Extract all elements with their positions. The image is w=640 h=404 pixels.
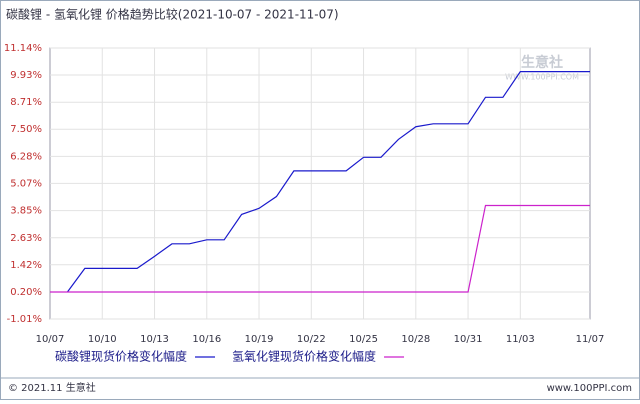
x-tick-label: 10/31 [454, 334, 483, 345]
x-tick-label: 11/07 [576, 334, 605, 345]
y-tick-label: 9.93% [10, 70, 42, 81]
y-tick-label: 6.28% [10, 151, 42, 162]
y-tick-label: 11.14% [4, 43, 42, 54]
y-tick-label: 2.63% [10, 233, 42, 244]
x-tick-label: 10/22 [297, 334, 326, 345]
y-tick-label: 3.85% [10, 206, 42, 217]
y-tick-label: 7.50% [10, 124, 42, 135]
x-tick-label: 10/28 [401, 334, 430, 345]
watermark-name: 生意社 [521, 54, 563, 71]
y-tick-label: -1.01% [7, 314, 42, 325]
y-tick-label: 1.42% [10, 260, 42, 271]
x-tick-label: 10/13 [140, 334, 169, 345]
x-tick-label: 10/10 [88, 334, 117, 345]
legend-label: 氢氧化锂现货价格变化幅度 [232, 349, 376, 364]
chart-title: 碳酸锂 - 氢氧化锂 价格趋势比较(2021-10-07 - 2021-11-0… [6, 7, 339, 22]
x-tick-label: 11/03 [506, 334, 535, 345]
y-tick-label: 0.20% [10, 287, 42, 298]
y-tick-label: 8.71% [10, 97, 42, 108]
x-tick-label: 10/25 [349, 334, 378, 345]
footer-copyright: © 2021.11 生意社 [8, 381, 96, 394]
legend-label: 碳酸锂现货价格变化幅度 [55, 349, 187, 364]
series-line [66, 71, 590, 293]
x-tick-label: 10/19 [245, 334, 274, 345]
y-tick-label: 5.07% [10, 178, 42, 189]
watermark-url: WWW.100PPI.COM [505, 73, 579, 82]
series-line [50, 204, 590, 293]
x-tick-label: 10/16 [192, 334, 221, 345]
x-tick-label: 10/07 [36, 334, 65, 345]
footer-website: www.100PPI.com [547, 383, 632, 394]
